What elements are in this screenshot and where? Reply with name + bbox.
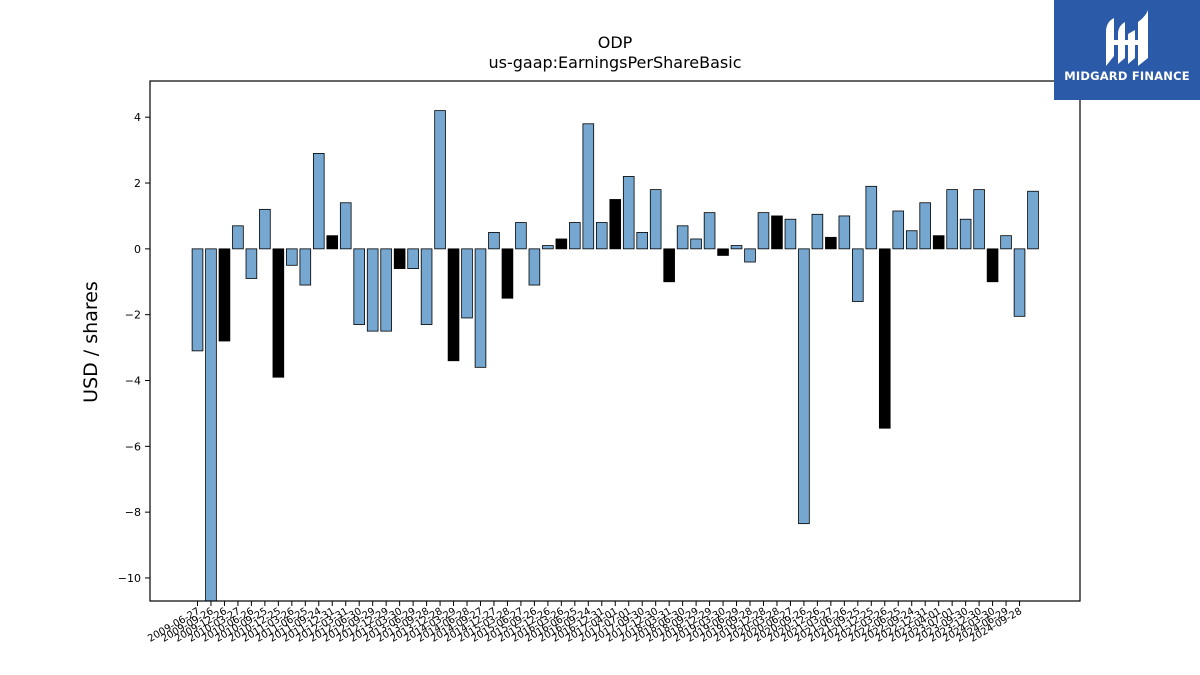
bar-2018-12-29 <box>703 212 716 250</box>
bar-2013-06-29 <box>407 248 419 269</box>
bar-2024-03-30 <box>986 248 999 283</box>
chart-title: ODP <box>598 33 633 52</box>
bar-2020-12-26 <box>811 213 824 250</box>
bar-2011-09-24 <box>312 153 325 250</box>
plot-frame <box>149 80 1081 602</box>
y-tick-label: −2 <box>125 309 141 322</box>
bar-2017-09-30 <box>636 231 648 250</box>
bar-2013-09-28 <box>420 248 433 325</box>
bar-2010-12-25 <box>272 248 285 378</box>
y-tick-label: 4 <box>134 111 141 124</box>
bar-2023-12-30 <box>973 189 985 250</box>
bar-2011-06-25 <box>299 248 312 286</box>
bar-2011-12-31 <box>326 235 339 250</box>
bar-2019-03-30 <box>717 248 729 256</box>
bar-2015-06-27 <box>515 222 527 250</box>
bar-2022-03-26 <box>878 248 891 429</box>
bar-2019-09-28 <box>744 248 756 263</box>
y-tick-label: 0 <box>134 243 141 256</box>
bar-2017-12-30 <box>649 189 662 250</box>
bar-2012-12-29 <box>380 248 392 332</box>
bar-2018-09-29 <box>690 238 702 250</box>
y-tick-label: −4 <box>125 374 141 387</box>
bar-2023-09-30 <box>959 218 972 250</box>
bar-2021-09-25 <box>852 248 864 302</box>
bar-undefined <box>1027 190 1039 250</box>
bar-2017-07-01 <box>622 176 635 250</box>
bar-2019-12-28 <box>757 212 770 250</box>
bar-2013-03-30 <box>393 248 406 269</box>
bar-2015-09-26 <box>528 248 541 286</box>
bar-2021-12-25 <box>865 185 878 250</box>
y-tick-label: −6 <box>125 440 141 453</box>
bar-2009-12-26 <box>218 248 231 342</box>
bar-2012-03-31 <box>339 202 352 250</box>
bar-2021-03-27 <box>825 236 837 250</box>
bar-2018-06-30 <box>676 225 689 250</box>
bar-2016-03-26 <box>555 238 568 250</box>
bar-2018-03-31 <box>663 248 675 283</box>
y-tick-label: −8 <box>125 506 141 519</box>
bar-2020-03-28 <box>771 215 783 250</box>
bar-2016-12-31 <box>595 222 608 250</box>
bar-2022-06-25 <box>892 210 905 250</box>
bar-2016-06-25 <box>569 222 581 250</box>
bar-2014-06-28 <box>461 248 473 319</box>
bar-2021-06-26 <box>838 215 851 250</box>
bar-2010-06-26 <box>245 248 258 279</box>
bar-2013-12-28 <box>434 110 446 250</box>
brand-name: MIDGARD FINANCE <box>1064 69 1190 83</box>
y-axis-label: USD / shares <box>80 281 102 403</box>
chart-subtitle: us-gaap:EarningsPerShareBasic <box>488 53 741 72</box>
bar-2017-04-01 <box>609 199 622 250</box>
bar-2014-09-27 <box>474 248 487 368</box>
y-tick-label: −10 <box>118 572 141 585</box>
bar-2010-09-25 <box>259 208 271 250</box>
bar-2009-06-27 <box>191 248 204 352</box>
plot-area: 420−2−4−6−8−102009-06-272009-09-262009-1… <box>118 80 1081 645</box>
bar-2012-09-29 <box>366 248 379 332</box>
bar-2020-06-27 <box>784 218 797 250</box>
bar-2014-03-29 <box>447 248 460 362</box>
bar-2022-09-24 <box>905 230 918 250</box>
bar-2022-12-31 <box>919 202 931 250</box>
bar-2015-12-26 <box>542 245 554 250</box>
brand-logo: MIDGARD FINANCE <box>1054 0 1200 100</box>
bar-2023-04-01 <box>932 235 945 250</box>
bar-2016-09-24 <box>582 123 595 250</box>
bar-2015-03-28 <box>501 248 514 299</box>
y-tick-label: 2 <box>134 177 141 190</box>
bar-2009-09-26 <box>205 248 217 602</box>
bar-2024-06-29 <box>1000 235 1012 250</box>
bar-2019-06-29 <box>730 245 743 250</box>
bar-2020-09-26 <box>798 248 810 525</box>
bar-2011-03-26 <box>286 248 298 266</box>
bar-2010-03-27 <box>232 225 244 250</box>
bar-2024-09-28 <box>1013 248 1026 317</box>
bar-2012-06-30 <box>353 248 366 325</box>
bar-2014-12-27 <box>488 231 500 250</box>
midgard-logo-icon <box>1106 10 1148 66</box>
bar-2023-07-01 <box>946 189 958 250</box>
